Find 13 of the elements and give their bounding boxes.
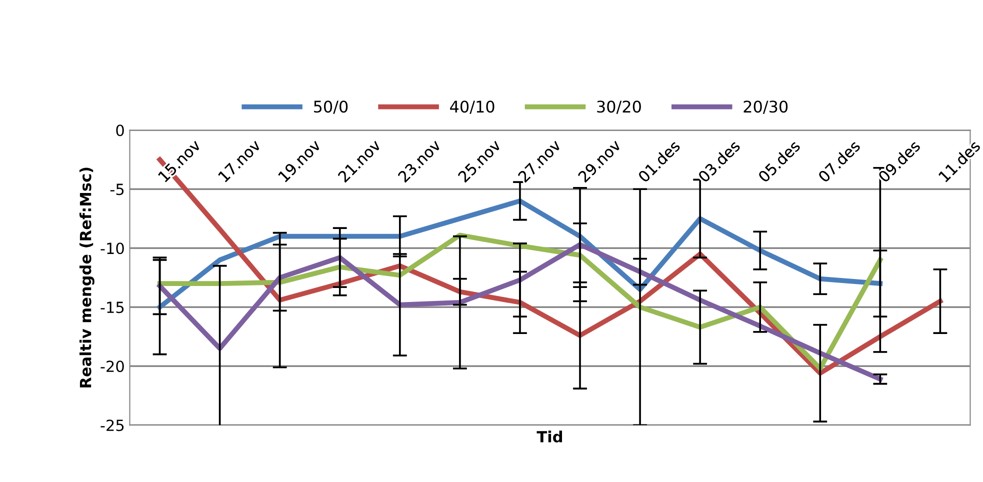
y-tick-label: -25 bbox=[100, 420, 124, 432]
legend-label: 40/10 bbox=[450, 100, 494, 114]
y-axis-title: Realtiv mengde (Ref:Msc) bbox=[79, 168, 94, 388]
y-tick-label: -20 bbox=[100, 360, 124, 372]
legend-label: 50/0 bbox=[314, 100, 348, 114]
legend-label: 30/20 bbox=[597, 100, 641, 114]
line-series bbox=[157, 198, 883, 310]
y-tick-label: -15 bbox=[100, 302, 124, 314]
y-tick-label: -10 bbox=[100, 242, 124, 254]
legend-label: 20/30 bbox=[744, 100, 788, 114]
y-tick-label: 0 bbox=[116, 124, 124, 136]
y-tick-label: -5 bbox=[110, 184, 124, 196]
x-axis-title: Tid bbox=[536, 430, 562, 443]
